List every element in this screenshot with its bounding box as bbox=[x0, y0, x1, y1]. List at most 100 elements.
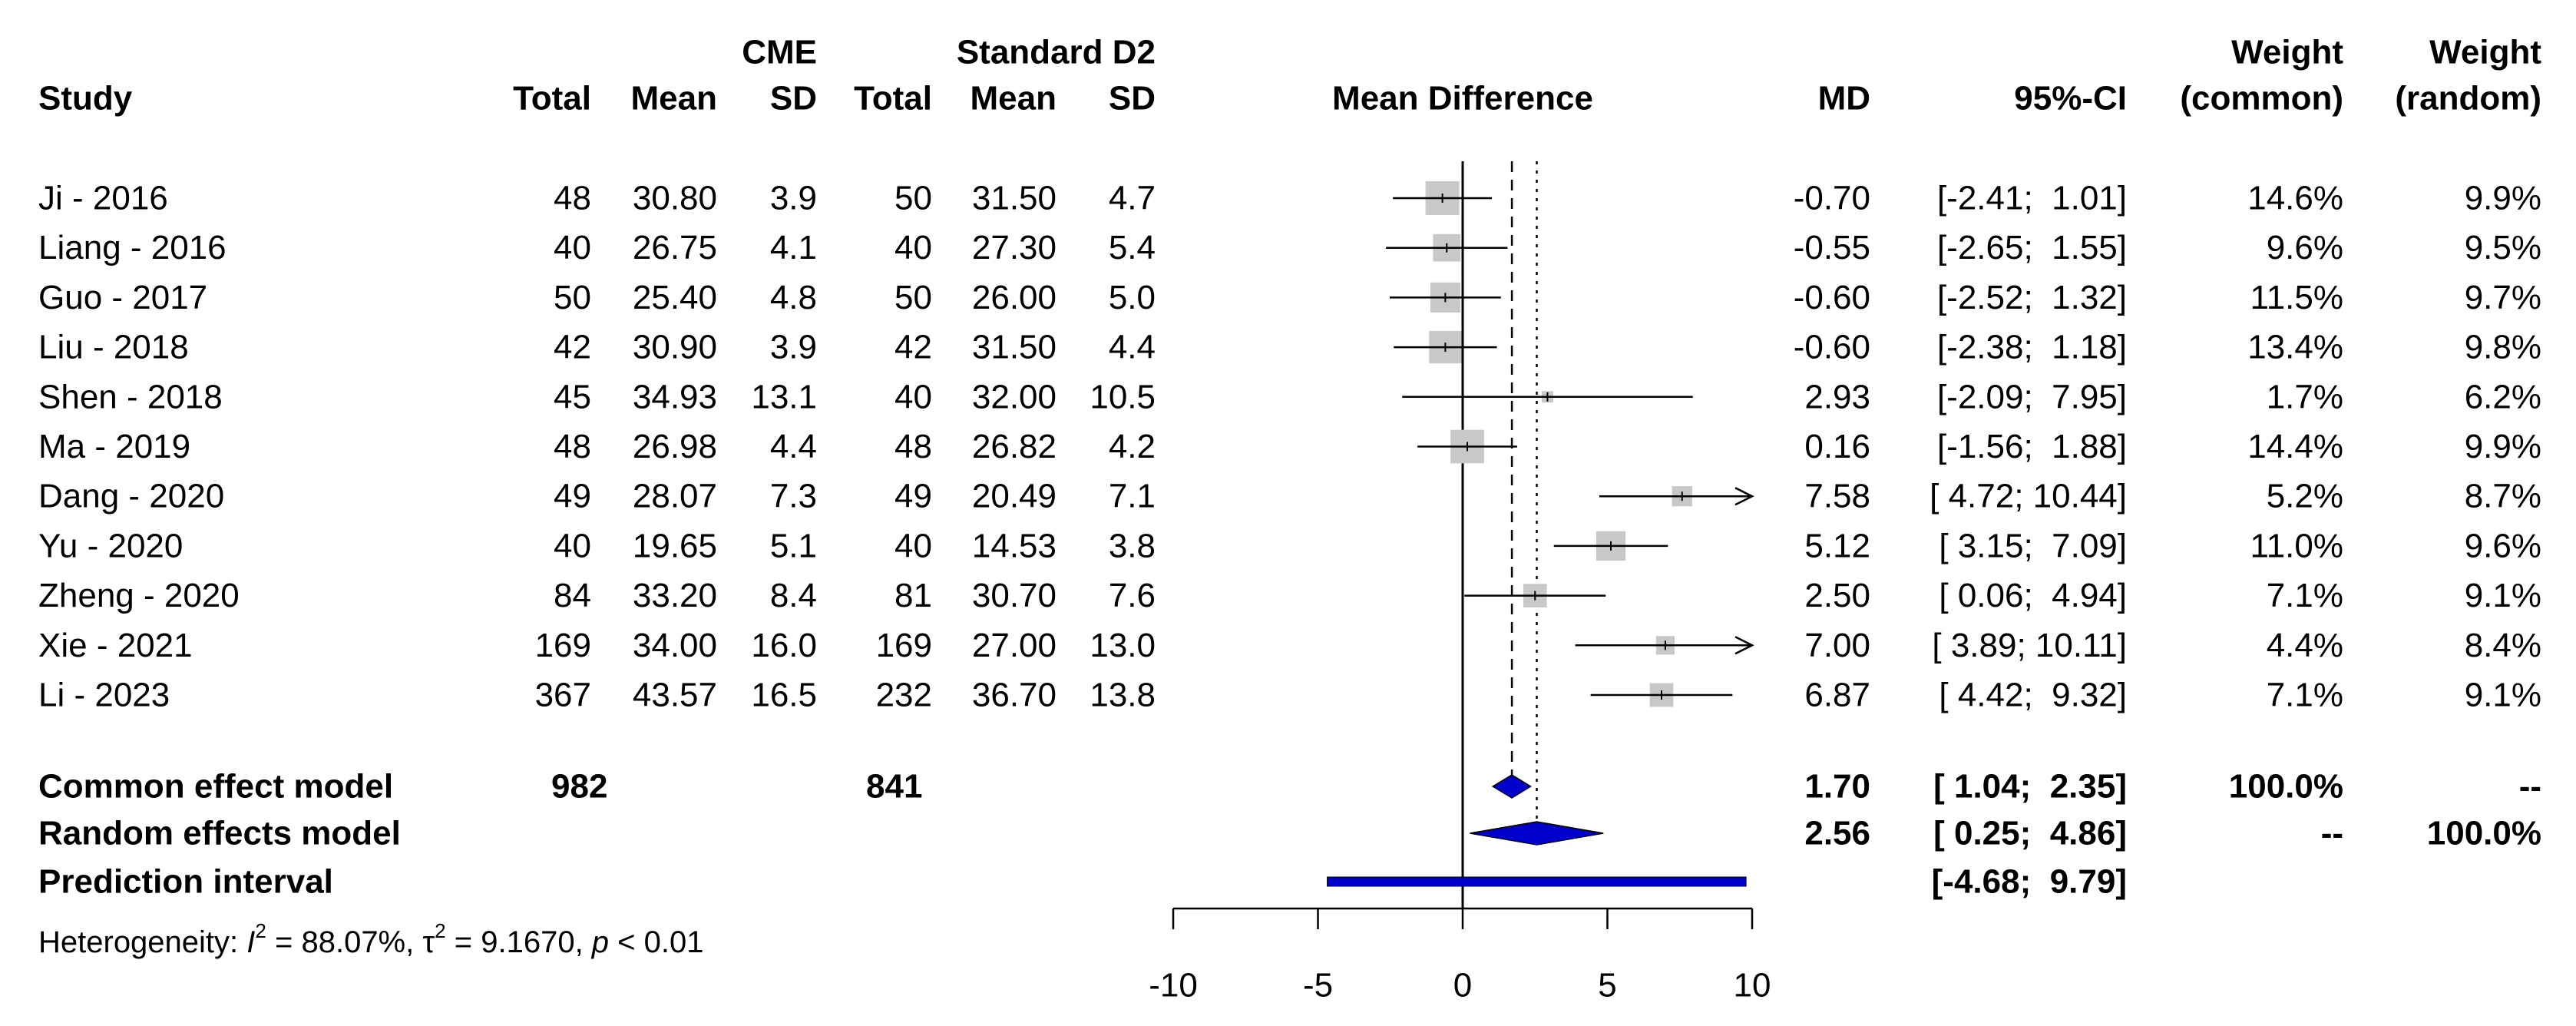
summary-weight-common: -- bbox=[2321, 815, 2343, 852]
md-value: -0.60 bbox=[1794, 279, 1870, 316]
i2-value: = 88.07%, bbox=[266, 925, 422, 959]
table-row: Guo - 2017 50 25.40 4.8 50 26.00 5.0 -0.60 [-2.5… bbox=[38, 279, 2541, 316]
experimental-sd: 16.5 bbox=[751, 677, 817, 714]
control-mean: 27.30 bbox=[972, 229, 1057, 266]
experimental-sd: 4.4 bbox=[770, 428, 817, 465]
study-rows: Ji - 2016 48 30.80 3.9 50 31.50 4.7 -0.70 [-2.41… bbox=[38, 180, 2541, 714]
summary-control-total: 841 bbox=[866, 768, 922, 806]
col-header-e-sd: SD bbox=[770, 80, 817, 117]
ci-value: [-2.09; 7.95] bbox=[1937, 378, 2127, 415]
control-sd: 5.4 bbox=[1109, 229, 1156, 266]
p-symbol: p bbox=[591, 925, 609, 959]
summary-rows: Common effect model 982 841 1.70 [ 1.04; 2.3… bbox=[38, 768, 2541, 901]
weight-random: 8.4% bbox=[2465, 627, 2541, 664]
md-value: 2.93 bbox=[1804, 378, 1870, 415]
random-effect-diamond bbox=[1470, 821, 1604, 846]
experimental-sd: 4.1 bbox=[770, 229, 817, 266]
weight-common: 4.4% bbox=[2267, 627, 2343, 664]
summary-row: Common effect model 982 841 1.70 [ 1.04; 2.3… bbox=[38, 768, 2541, 806]
weight-common: 9.6% bbox=[2267, 229, 2343, 266]
summary-md-value: 1.70 bbox=[1804, 768, 1870, 806]
summary-weight-random: 100.0% bbox=[2427, 815, 2541, 852]
experimental-mean: 34.93 bbox=[633, 378, 717, 415]
experimental-mean: 26.98 bbox=[633, 428, 717, 465]
ci-value: [ 4.72; 10.44] bbox=[1930, 478, 2127, 515]
study-name: Dang - 2020 bbox=[38, 478, 224, 515]
experimental-mean: 30.90 bbox=[633, 329, 717, 366]
weight-random: 9.7% bbox=[2465, 279, 2541, 316]
summary-ci-value: [-4.68; 9.79] bbox=[1932, 863, 2127, 901]
control-total: 40 bbox=[894, 378, 932, 415]
prediction-interval-bar bbox=[1327, 876, 1747, 887]
control-sd: 13.0 bbox=[1090, 627, 1156, 664]
control-sd: 4.7 bbox=[1109, 180, 1156, 217]
experimental-mean: 28.07 bbox=[633, 478, 717, 515]
control-total: 50 bbox=[894, 180, 932, 217]
tau-exponent: 2 bbox=[435, 919, 445, 942]
control-mean: 31.50 bbox=[972, 329, 1057, 366]
summary-row: Prediction interval [-4.68; 9.79] bbox=[38, 863, 2127, 901]
col-header-c-mean: Mean bbox=[971, 80, 1057, 117]
ci-value: [-2.38; 1.18] bbox=[1937, 329, 2127, 366]
weight-random: 9.5% bbox=[2465, 229, 2541, 266]
heterogeneity-layer: Heterogeneity: I2 = 88.07%, τ2 = 9.1670,… bbox=[38, 919, 703, 959]
study-name: Zheng - 2020 bbox=[38, 577, 240, 614]
ci-arrow-icon bbox=[1734, 487, 1754, 506]
summary-label: Prediction interval bbox=[38, 863, 333, 901]
weight-common: 11.0% bbox=[2250, 527, 2344, 564]
x-tick-label: -5 bbox=[1303, 967, 1333, 1004]
col-header-mean-difference: Mean Difference bbox=[1332, 80, 1593, 117]
col-header-e-mean: Mean bbox=[631, 80, 717, 117]
weight-random: 9.1% bbox=[2465, 677, 2541, 714]
experimental-total: 84 bbox=[554, 577, 591, 614]
weight-common: 1.7% bbox=[2267, 378, 2343, 415]
experimental-total: 48 bbox=[554, 180, 591, 217]
control-mean: 26.82 bbox=[972, 428, 1057, 465]
experimental-mean: 25.40 bbox=[633, 279, 717, 316]
weight-common: 14.6% bbox=[2247, 180, 2343, 217]
tau-value: = 9.1670, bbox=[446, 925, 592, 959]
control-mean: 30.70 bbox=[972, 577, 1057, 614]
experimental-sd: 4.8 bbox=[770, 279, 817, 316]
ci-arrow-icon bbox=[1734, 636, 1754, 655]
weight-random: 9.9% bbox=[2465, 180, 2541, 217]
control-mean: 26.00 bbox=[972, 279, 1057, 316]
col-header-md: MD bbox=[1818, 80, 1870, 117]
tau-symbol: τ bbox=[422, 925, 435, 959]
control-total: 81 bbox=[894, 577, 932, 614]
study-name: Liu - 2018 bbox=[38, 329, 189, 366]
experimental-sd: 16.0 bbox=[751, 627, 817, 664]
weight-random: 9.6% bbox=[2465, 527, 2541, 564]
experimental-mean: 19.65 bbox=[633, 527, 717, 564]
experimental-total: 48 bbox=[554, 428, 591, 465]
control-total: 50 bbox=[894, 279, 932, 316]
weight-common: 7.1% bbox=[2267, 577, 2343, 614]
summary-weight-random: -- bbox=[2519, 768, 2541, 806]
heterogeneity-prefix: Heterogeneity: bbox=[38, 925, 246, 959]
experimental-total: 367 bbox=[535, 677, 591, 714]
experimental-sd: 3.9 bbox=[770, 329, 817, 366]
weight-random: 6.2% bbox=[2465, 378, 2541, 415]
ci-value: [ 3.15; 7.09] bbox=[1939, 527, 2127, 564]
md-value: 2.50 bbox=[1804, 577, 1870, 614]
control-total: 232 bbox=[876, 677, 932, 714]
control-mean: 31.50 bbox=[972, 180, 1057, 217]
summary-md-value: 2.56 bbox=[1804, 815, 1870, 852]
summary-row: Random effects model 2.56 [ 0.25; 4.86] -- 1… bbox=[38, 815, 2541, 852]
table-row: Liang - 2016 40 26.75 4.1 40 27.30 5.4 -0.55 [-2… bbox=[38, 229, 2541, 266]
experimental-total: 50 bbox=[554, 279, 591, 316]
col-header-c-total: Total bbox=[854, 80, 932, 117]
experimental-mean: 43.57 bbox=[633, 677, 717, 714]
table-row: Ma - 2019 48 26.98 4.4 48 26.82 4.2 0.16 [-1.56;… bbox=[38, 428, 2541, 465]
summary-weight-common: 100.0% bbox=[2229, 768, 2343, 806]
md-value: 5.12 bbox=[1804, 527, 1870, 564]
experimental-total: 45 bbox=[554, 378, 591, 415]
study-name: Yu - 2020 bbox=[38, 527, 183, 564]
col-header-weight-random: (random) bbox=[2395, 80, 2541, 117]
i2-symbol: I bbox=[246, 925, 255, 959]
control-total: 49 bbox=[894, 478, 932, 515]
experimental-sd: 8.4 bbox=[770, 577, 817, 614]
weight-common: 11.5% bbox=[2250, 279, 2344, 316]
control-sd: 10.5 bbox=[1090, 378, 1156, 415]
